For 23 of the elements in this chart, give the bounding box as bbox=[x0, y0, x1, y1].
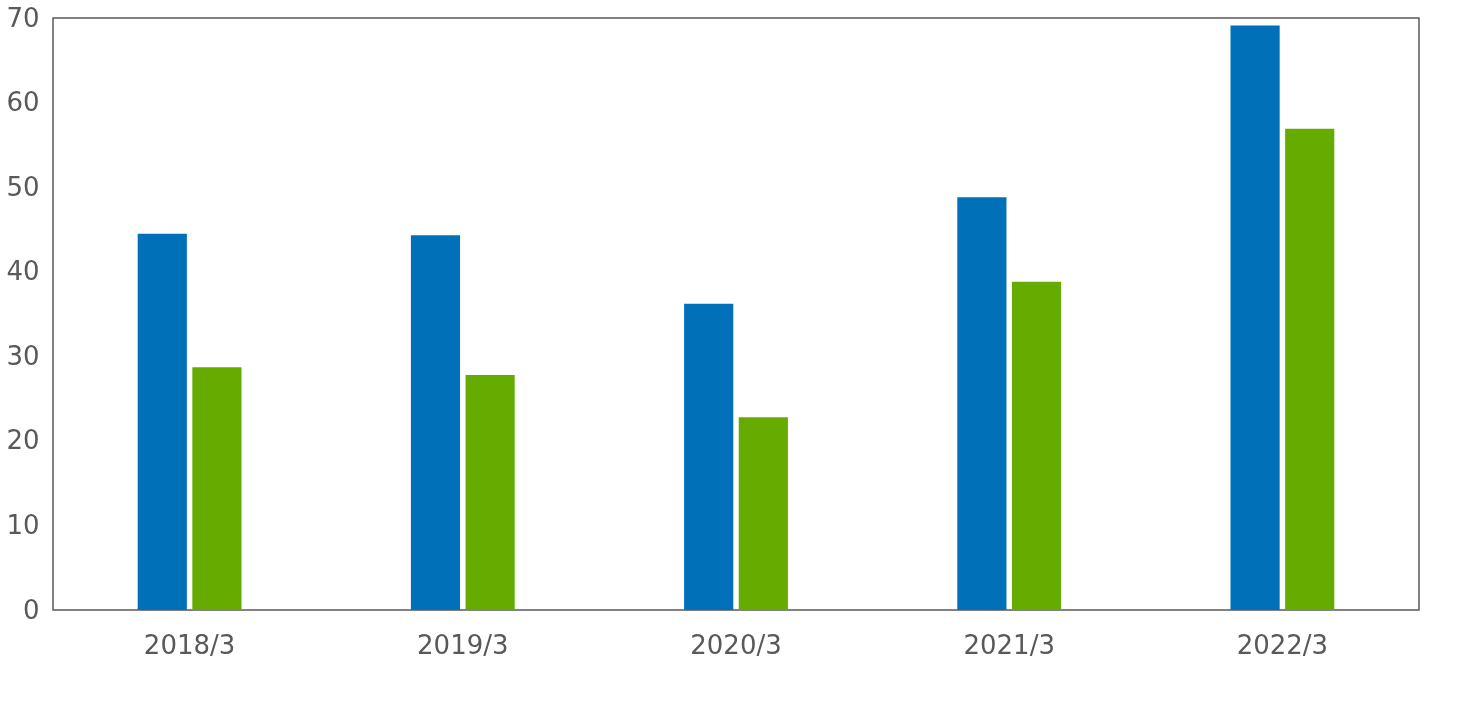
y-tick-label: 30 bbox=[6, 340, 40, 371]
y-tick-label: 60 bbox=[6, 87, 40, 118]
y-tick-label: 40 bbox=[6, 256, 40, 287]
bar bbox=[465, 374, 515, 610]
x-tick-label: 2018/3 bbox=[143, 629, 236, 660]
bar bbox=[957, 197, 1007, 610]
bar bbox=[137, 233, 187, 610]
y-tick-label: 10 bbox=[6, 509, 40, 540]
x-tick-label: 2019/3 bbox=[417, 629, 509, 660]
bar bbox=[410, 235, 461, 610]
bar bbox=[738, 417, 788, 610]
x-tick-label: 2020/3 bbox=[690, 629, 782, 660]
bar bbox=[1011, 281, 1062, 610]
y-tick-label: 20 bbox=[6, 425, 40, 456]
y-tick-label: 70 bbox=[6, 2, 40, 33]
bar bbox=[1285, 128, 1335, 610]
bar bbox=[1230, 25, 1280, 610]
y-tick-label: 50 bbox=[6, 171, 40, 202]
x-tick-label: 2021/3 bbox=[963, 629, 1055, 660]
bar bbox=[192, 367, 242, 610]
bar bbox=[684, 303, 734, 610]
x-tick-label: 2022/3 bbox=[1236, 629, 1329, 660]
y-tick-label: 0 bbox=[22, 594, 40, 625]
